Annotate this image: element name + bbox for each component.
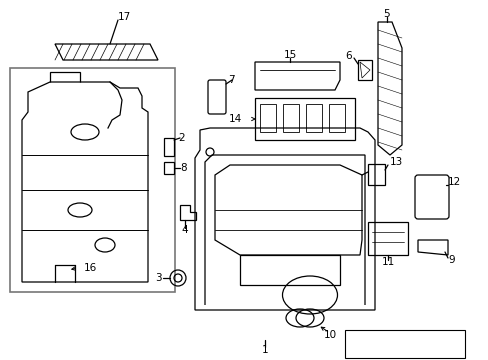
Bar xyxy=(10,68,175,292)
Bar xyxy=(163,162,174,174)
Text: 17: 17 xyxy=(117,12,130,22)
Text: 9: 9 xyxy=(447,255,454,265)
Text: 3: 3 xyxy=(155,273,162,283)
Text: 12: 12 xyxy=(447,177,460,187)
Text: 6: 6 xyxy=(345,51,351,61)
Bar xyxy=(260,104,275,132)
Text: 8: 8 xyxy=(180,163,186,173)
Text: 13: 13 xyxy=(389,157,403,167)
Bar xyxy=(328,104,345,132)
Bar xyxy=(163,138,174,156)
Text: 5: 5 xyxy=(383,9,389,19)
Bar xyxy=(357,60,371,80)
Bar xyxy=(283,104,298,132)
Text: 11: 11 xyxy=(381,257,394,267)
Text: 14: 14 xyxy=(228,114,242,124)
Text: 2: 2 xyxy=(178,133,184,143)
Bar xyxy=(254,98,354,140)
Text: 10: 10 xyxy=(323,330,336,340)
Text: 4: 4 xyxy=(182,225,188,235)
Text: 15: 15 xyxy=(283,50,296,60)
Bar xyxy=(345,330,464,358)
Text: 7: 7 xyxy=(227,75,234,85)
Bar xyxy=(305,104,321,132)
Text: 16: 16 xyxy=(83,263,97,273)
Text: 1: 1 xyxy=(261,345,268,355)
